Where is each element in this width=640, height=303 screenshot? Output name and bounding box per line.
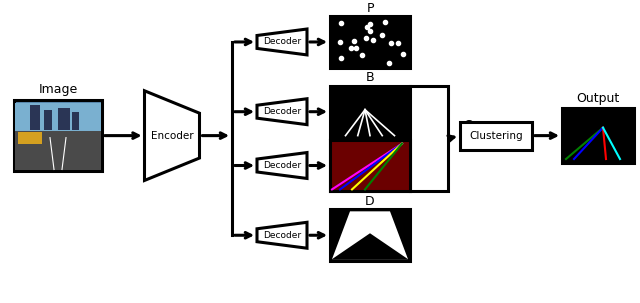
Point — [336, 56, 346, 61]
Point — [385, 41, 396, 46]
Text: Encoder: Encoder — [150, 131, 193, 141]
Polygon shape — [332, 233, 408, 259]
Point — [365, 22, 375, 26]
FancyBboxPatch shape — [30, 105, 40, 130]
FancyBboxPatch shape — [44, 110, 52, 130]
Point — [365, 28, 375, 33]
Point — [393, 41, 403, 45]
Polygon shape — [145, 91, 200, 181]
Polygon shape — [257, 222, 307, 248]
FancyBboxPatch shape — [330, 140, 410, 191]
Point — [351, 45, 361, 50]
Text: C: C — [463, 119, 472, 132]
Text: E: E — [366, 125, 374, 138]
FancyBboxPatch shape — [18, 132, 42, 144]
Point — [367, 37, 378, 42]
FancyBboxPatch shape — [330, 16, 410, 68]
Point — [362, 25, 372, 30]
FancyBboxPatch shape — [72, 112, 79, 130]
FancyBboxPatch shape — [460, 122, 532, 150]
FancyBboxPatch shape — [330, 140, 410, 191]
Polygon shape — [257, 99, 307, 125]
Text: P: P — [366, 2, 374, 15]
Point — [380, 20, 390, 25]
Point — [349, 38, 360, 43]
Text: Decoder: Decoder — [263, 38, 301, 46]
Point — [361, 35, 371, 40]
Text: Clustering: Clustering — [469, 131, 523, 141]
FancyBboxPatch shape — [14, 100, 102, 171]
Text: Output: Output — [577, 92, 620, 105]
Text: Decoder: Decoder — [263, 231, 301, 240]
Polygon shape — [332, 211, 408, 259]
Point — [397, 52, 408, 56]
FancyBboxPatch shape — [410, 86, 448, 191]
Text: Decoder: Decoder — [263, 161, 301, 170]
Polygon shape — [257, 152, 307, 178]
FancyBboxPatch shape — [330, 86, 410, 138]
Point — [384, 60, 394, 65]
Point — [356, 52, 367, 57]
Point — [346, 45, 356, 50]
Text: B: B — [365, 71, 374, 84]
Text: Image: Image — [38, 83, 77, 96]
FancyBboxPatch shape — [15, 131, 101, 171]
Point — [377, 32, 387, 37]
FancyBboxPatch shape — [15, 103, 101, 131]
Point — [335, 40, 346, 45]
FancyBboxPatch shape — [330, 209, 410, 261]
Text: D: D — [365, 195, 375, 208]
Text: Decoder: Decoder — [263, 107, 301, 116]
FancyBboxPatch shape — [58, 108, 70, 130]
FancyBboxPatch shape — [562, 108, 634, 163]
Point — [336, 21, 346, 25]
Polygon shape — [257, 29, 307, 55]
